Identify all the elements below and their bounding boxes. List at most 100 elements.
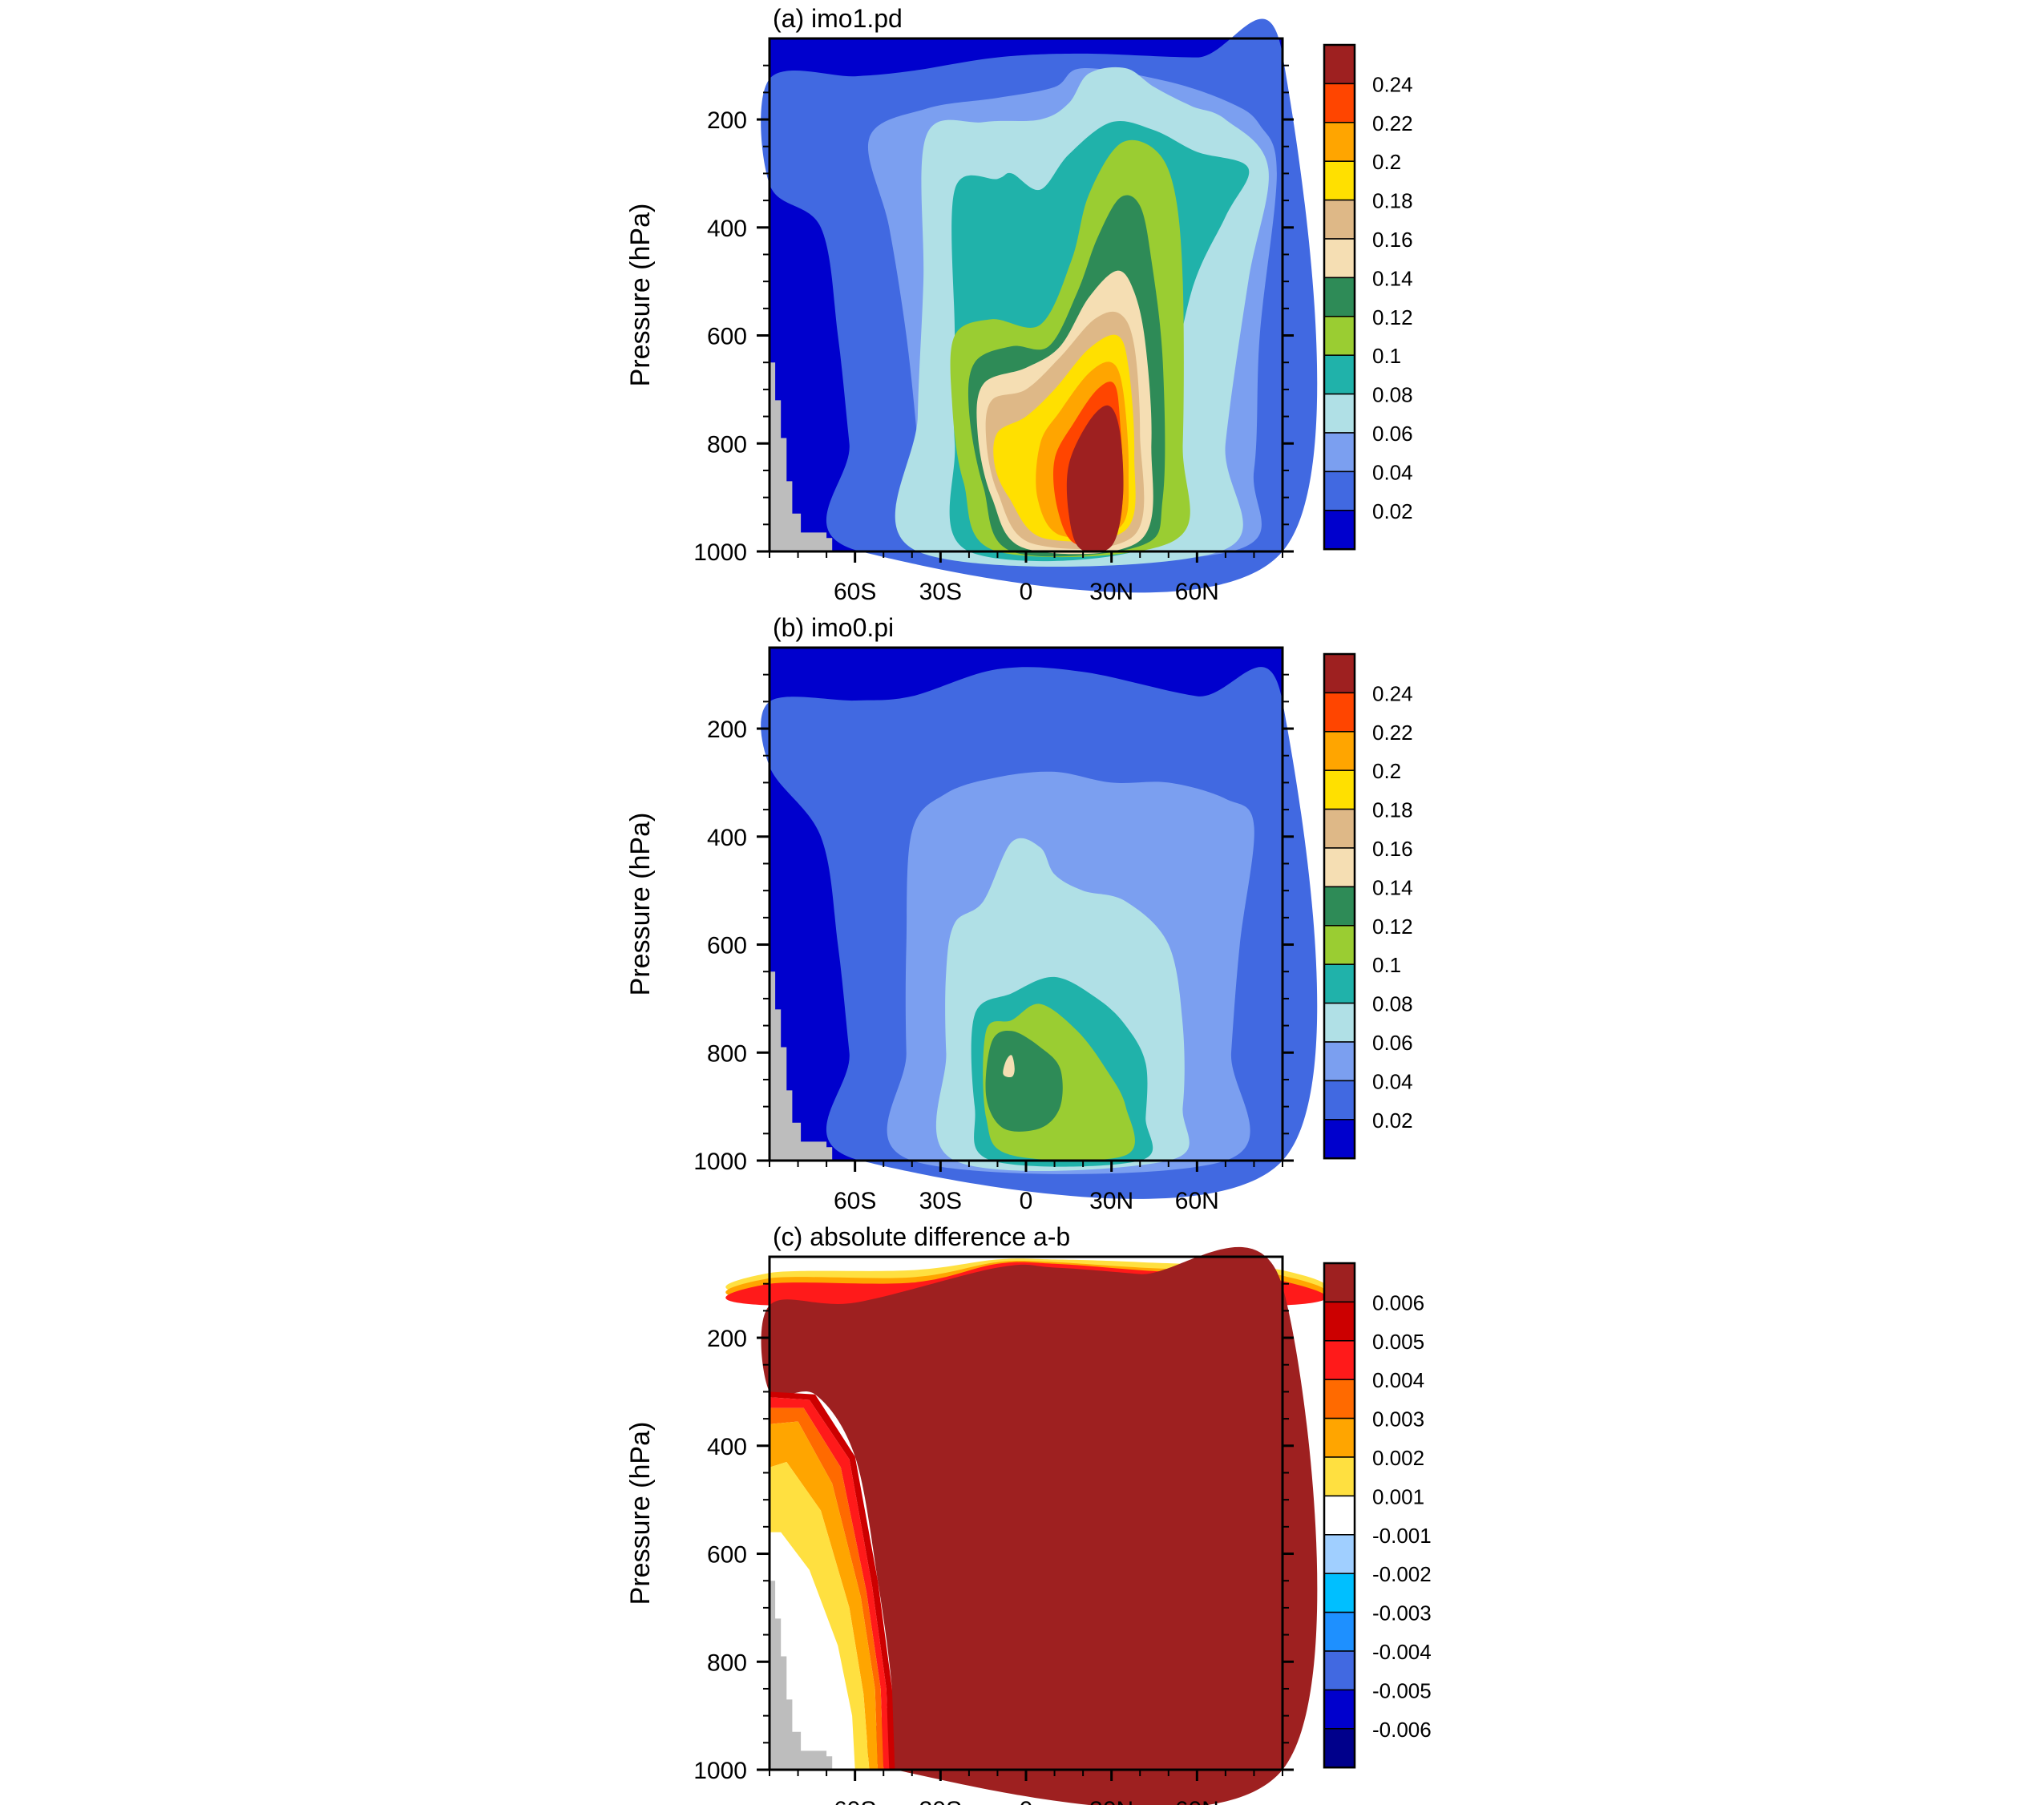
colorbar-label: 0.16 [1372,837,1413,861]
colorbar-label: 0.02 [1372,499,1413,523]
x-tick-label: 30S [919,1188,962,1214]
x-tick-label: 0 [1020,1797,1033,1805]
y-axis-label: Pressure (hPa) [625,204,656,387]
y-tick-label: 600 [707,324,747,350]
colorbar-label: 0.08 [1372,992,1413,1016]
colorbar-swatch [1323,1495,1355,1536]
colorbar-label: 0.1 [1372,344,1401,368]
x-tick-label: 0 [1020,579,1033,605]
contour-fill-transition [770,1407,884,1770]
colorbar-swatch [1323,692,1355,733]
x-tick-label: 60S [834,579,876,605]
colorbar-swatch [1323,1262,1355,1303]
x-tick-label: 60S [834,1188,876,1214]
colorbar-swatch [1323,1728,1355,1768]
y-tick-label: 1000 [693,539,747,566]
colorbar-swatch [1323,1301,1355,1342]
y-tick-label: 400 [707,825,747,851]
colorbar-swatch [1323,160,1355,201]
colorbar-label: -0.003 [1372,1601,1432,1625]
colorbar-label: 0.18 [1372,189,1413,213]
colorbar-frame [1323,652,1356,1160]
colorbar-swatch [1323,731,1355,771]
colorbar-frame [1323,43,1356,551]
colorbar-label: 0.002 [1372,1446,1424,1470]
colorbar-label: 0.005 [1372,1330,1424,1354]
colorbar-swatch [1323,83,1355,123]
contour-fill-6 [985,1030,1063,1132]
y-tick-label: 200 [707,717,747,743]
x-tick-label: 60N [1175,579,1219,605]
panel-c-colorbar: 0.006 0.005 0.004 0.003 0.002 0.001 -0.001 -0.0… [1323,1262,1432,1769]
colorbar-swatch [1323,238,1355,279]
panel-title: (c) absolute difference a-b [773,1222,1070,1251]
colorbar-swatch [1323,1573,1355,1613]
panel-title: (a) imo1.pd [773,4,903,33]
x-tick-label: 30N [1089,579,1133,605]
x-tick-label: 30S [919,1797,962,1805]
y-tick-label: 1000 [693,1758,747,1784]
colorbar-swatch [1323,354,1355,395]
contour-fill-transition [770,1462,870,1770]
contour-fill-transition [770,1397,890,1770]
colorbar-label: 0.06 [1372,422,1413,446]
colorbar-swatch [1323,1611,1355,1652]
terrain-mask [770,971,833,1161]
colorbar-label: 0.001 [1372,1484,1424,1508]
colorbar-label: 0.04 [1372,460,1413,484]
colorbar-swatch [1323,1340,1355,1380]
colorbar-swatch [1323,886,1355,927]
colorbar-label: 0.18 [1372,798,1413,822]
x-tick-label: 30S [919,579,962,605]
colorbar-label: 0.24 [1372,72,1413,96]
panel-a-field [761,18,1318,593]
colorbar-swatch [1323,122,1355,162]
contour-fill-12 [1066,405,1124,553]
panel-a-axes: 60S 30S 0 30N 60N 200 400 600 800 1000 Pressure (h… [625,4,1294,605]
colorbar-label: 0.2 [1372,759,1401,783]
colorbar-swatch [1323,470,1355,511]
colorbar-label: -0.002 [1372,1562,1432,1586]
colorbar-label: 0.12 [1372,915,1413,939]
panel-b-colorbar: 0.24 0.22 0.2 0.18 0.16 0.14 0.12 0.1 0.08 0.06 0.… [1323,652,1413,1160]
colorbar-label: 0.16 [1372,228,1413,252]
colorbar-swatch [1323,769,1355,810]
colorbar-label: 0.003 [1372,1407,1424,1431]
colorbar-swatch [1323,1080,1355,1121]
colorbar-label: -0.006 [1372,1718,1432,1742]
y-axis-label: Pressure (hPa) [625,1422,656,1605]
x-tick-label: 60S [834,1797,876,1805]
x-tick-label: 30N [1089,1188,1133,1214]
y-tick-label: 600 [707,1542,747,1569]
colorbar-swatch [1323,808,1355,849]
colorbar-swatch [1323,1379,1355,1419]
y-tick-label: 200 [707,107,747,134]
colorbar-swatch [1323,199,1355,240]
colorbar-label: 0.06 [1372,1031,1413,1055]
y-tick-label: 800 [707,1040,747,1067]
colorbar-label: 0.1 [1372,953,1401,977]
colorbar-swatch [1323,1041,1355,1082]
colorbar-label: 0.22 [1372,721,1413,745]
y-tick-label: 1000 [693,1149,747,1175]
colorbar-label: 0.24 [1372,681,1413,705]
contour-fill-dominant [761,1247,1318,1805]
colorbar-swatch [1323,1650,1355,1691]
terrain-mask [770,362,833,551]
colorbar-label: 0.08 [1372,383,1413,407]
y-tick-label: 400 [707,1434,747,1460]
colorbar-swatch [1323,1456,1355,1497]
colorbar-swatch [1323,316,1355,356]
colorbar-label: -0.004 [1372,1640,1432,1664]
x-tick-label: 0 [1020,1188,1033,1214]
contour-fill-transition [770,1421,879,1770]
colorbar-swatch [1323,1119,1355,1159]
colorbar-swatch [1323,1417,1355,1458]
x-tick-label: 30N [1089,1797,1133,1805]
colorbar-swatch [1323,1689,1355,1730]
colorbar-swatch [1323,653,1355,694]
y-tick-label: 800 [707,431,747,458]
panel-b-axes: 60S 30S 0 30N 60N 200 400 600 800 1000 Pressure (h… [625,613,1294,1214]
panel-c-axes: 60S 30S 0 30N 60N 200 400 600 800 1000 Pressure (h… [625,1222,1294,1805]
